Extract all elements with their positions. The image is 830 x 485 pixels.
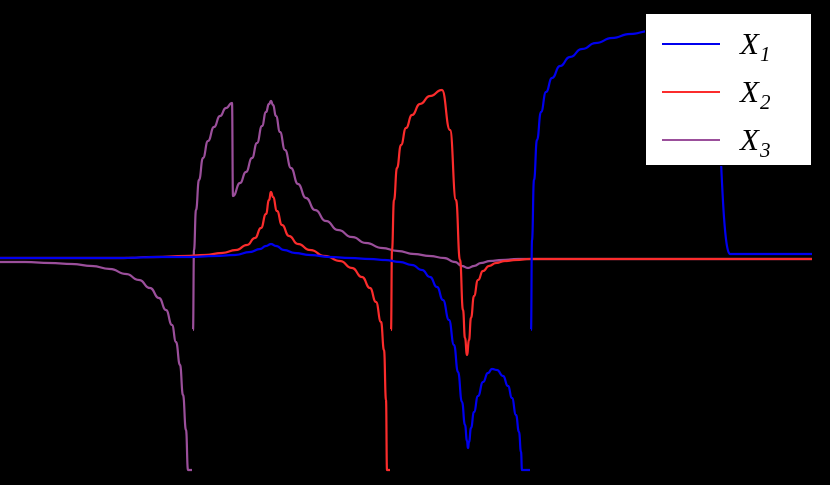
- series-group: [0, 23, 812, 472]
- legend-swatch-X1: [662, 42, 720, 45]
- legend-item-X1[interactable]: X1: [662, 26, 771, 66]
- legend-swatch-X3: [662, 138, 720, 141]
- legend-item-X3[interactable]: X3: [662, 122, 771, 162]
- legend-label-X1: X1: [740, 26, 771, 66]
- legend-label-X3: X3: [740, 122, 771, 162]
- legend-item-X2[interactable]: X2: [662, 74, 771, 114]
- legend-swatch-X2: [662, 90, 720, 93]
- legend: X1 X2 X3: [645, 13, 812, 166]
- legend-label-X2: X2: [740, 74, 771, 114]
- series-line-X3: [0, 99, 812, 472]
- series-line-X1: [0, 23, 812, 472]
